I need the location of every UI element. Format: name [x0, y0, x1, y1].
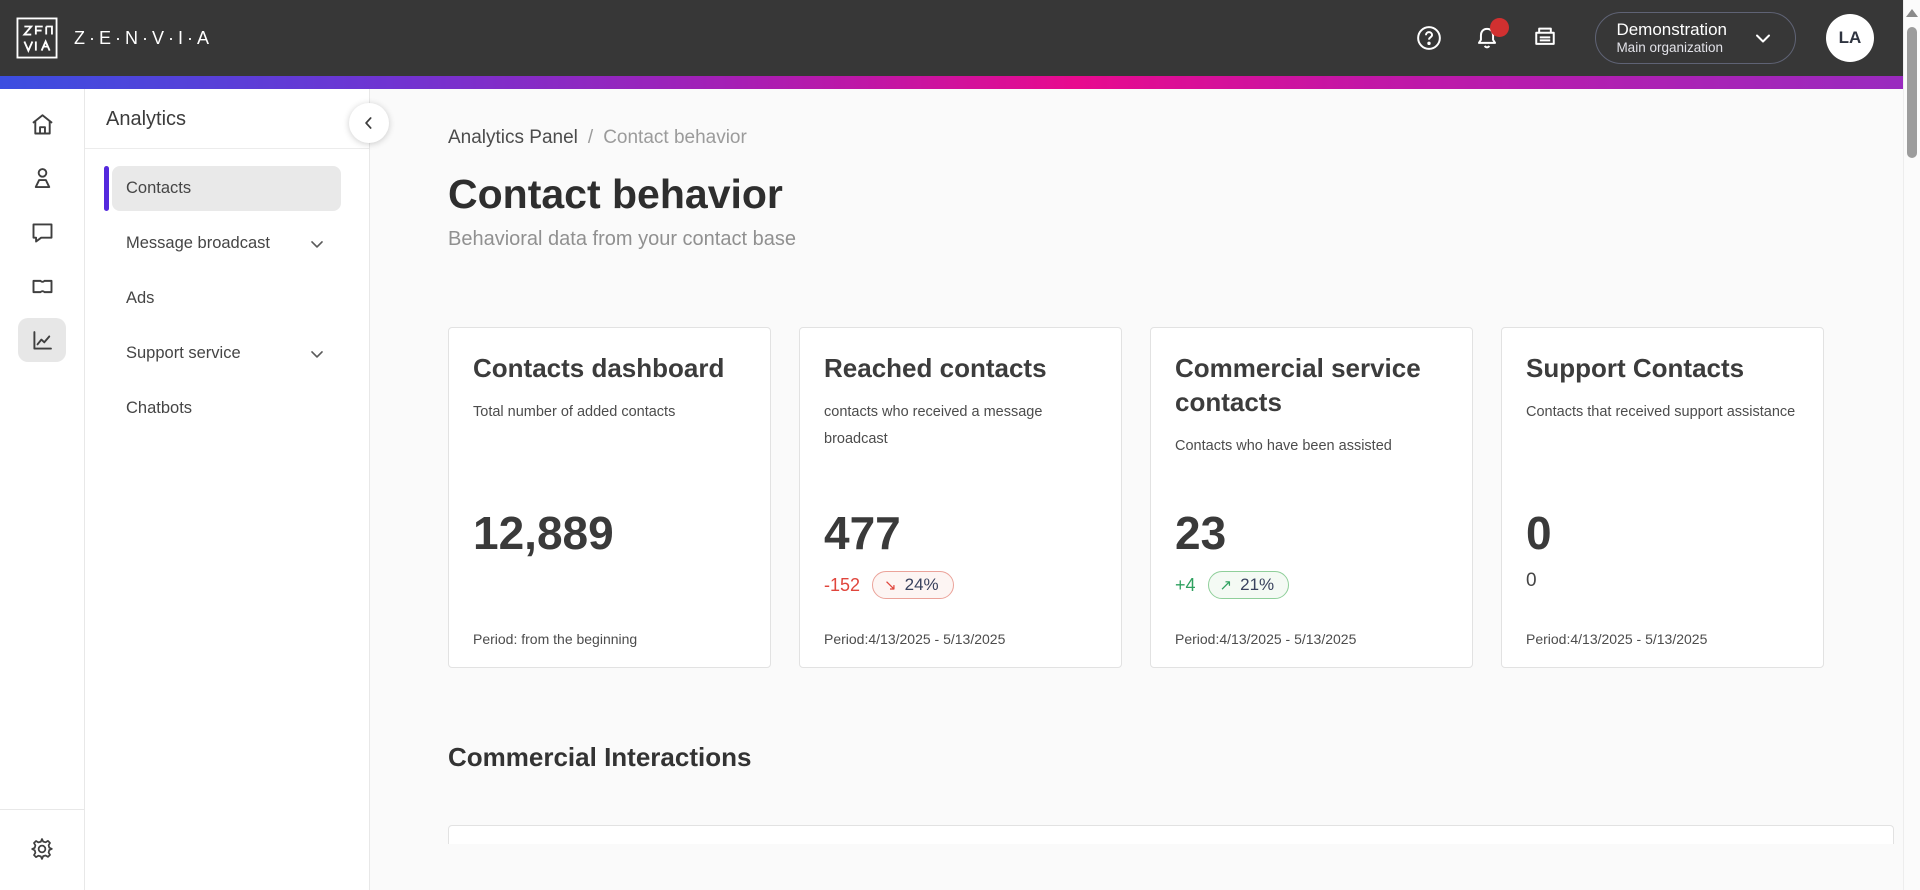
card-period: Period:4/13/2025 - 5/13/2025 [1175, 631, 1357, 647]
card-value: 0 [1526, 507, 1552, 559]
card-period: Period:4/13/2025 - 5/13/2025 [824, 631, 1006, 647]
chevron-down-icon [307, 344, 327, 364]
card-description: contacts who received a message broadcas… [824, 403, 1043, 447]
rail-item-analytics[interactable] [18, 318, 66, 362]
card-title: Commercial service contacts [1175, 353, 1421, 417]
vertical-scrollbar[interactable] [1903, 0, 1920, 890]
sidebar-item-ads[interactable]: Ads [112, 276, 341, 321]
trend-down-icon: ↘ [884, 576, 897, 594]
breadcrumb-separator: / [587, 127, 594, 148]
app-icon-rail [0, 89, 85, 890]
card-secondary-value: 0 [1526, 570, 1537, 591]
page-subtitle: Behavioral data from your contact base [448, 228, 796, 250]
card-support-contacts: Support Contacts Contacts that received … [1501, 327, 1824, 668]
zenvia-logo[interactable]: Z·E·N·V·I·A [14, 15, 213, 61]
person-icon [34, 167, 50, 188]
ticket-icon [32, 279, 52, 293]
scroll-up-arrow-icon[interactable] [1906, 9, 1918, 17]
rail-item-settings[interactable] [18, 827, 66, 871]
card-title: Contacts dashboard [473, 353, 725, 383]
line-chart-icon [32, 330, 52, 350]
breadcrumb-analytics-panel[interactable]: Analytics Panel [448, 127, 578, 148]
help-icon [1417, 26, 1442, 50]
rail-footer [0, 809, 84, 890]
printer-icon [1535, 27, 1556, 45]
sidebar-item-label: Message broadcast [126, 234, 270, 252]
breadcrumb-current: Contact behavior [603, 127, 747, 148]
notification-badge [1490, 18, 1510, 37]
print-button[interactable] [1531, 24, 1559, 52]
main-content: Analytics Panel / Contact behavior Conta… [370, 89, 1920, 890]
sidebar-item-label: Chatbots [126, 399, 193, 417]
gear-icon [31, 838, 53, 860]
sidebar-divider [85, 148, 369, 149]
notifications-button[interactable] [1473, 18, 1510, 52]
sidebar-item-message-broadcast[interactable]: Message broadcast [112, 221, 341, 266]
chevron-down-icon [307, 234, 327, 254]
organization-switcher[interactable]: Demonstration Main organization [1595, 11, 1796, 65]
trend-badge: ↗ 21% [1207, 571, 1290, 599]
kpi-cards-row: Contacts dashboard Total number of added… [448, 327, 1920, 668]
commercial-interactions-card-partial [448, 825, 1894, 844]
organization-subtitle: Main organization [1616, 40, 1724, 56]
rail-item-conversations[interactable] [18, 210, 66, 254]
sidebar-collapse-button[interactable] [349, 103, 389, 143]
card-value: 477 [824, 507, 901, 559]
logo-wordmark: Z·E·N·V·I·A [74, 27, 213, 48]
card-contacts-dashboard: Contacts dashboard Total number of added… [448, 327, 771, 668]
help-button[interactable] [1415, 24, 1443, 52]
card-period: Period:4/13/2025 - 5/13/2025 [1526, 631, 1708, 647]
card-description: Contacts that received support assistanc… [1526, 403, 1796, 420]
sidebar-item-label: Ads [126, 289, 155, 307]
sidebar-item-chatbots[interactable]: Chatbots [112, 386, 341, 431]
chevron-down-icon [1756, 34, 1770, 43]
trend-badge: ↘ 24% [872, 571, 954, 599]
brand-gradient-bar [0, 76, 1920, 89]
rail-item-ads[interactable] [18, 264, 66, 308]
topbar: Z·E·N·V·I·A Demonstrat [0, 0, 1920, 76]
card-description: Total number of added contacts [473, 403, 676, 420]
sidebar-item-label: Support service [126, 344, 241, 362]
card-period: Period: from the beginning [473, 631, 638, 647]
chevron-left-icon [365, 117, 372, 129]
zenvia-logo-icon [16, 17, 58, 59]
home-icon [31, 113, 53, 134]
card-title: Reached contacts [824, 353, 1047, 383]
rail-item-home[interactable] [18, 102, 66, 146]
card-commercial-service-contacts: Commercial service contacts Contacts who… [1150, 327, 1473, 668]
card-description: Contacts who have been assisted [1175, 437, 1392, 454]
sidebar-title: Analytics [106, 108, 187, 130]
rail-item-contacts[interactable] [18, 156, 66, 200]
scrollbar-thumb[interactable] [1907, 27, 1917, 158]
breadcrumb: Analytics Panel / Contact behavior [448, 127, 1920, 149]
sidebar-item-contacts[interactable]: Contacts [104, 166, 341, 211]
chat-bubble-icon [32, 222, 52, 242]
sidebar-item-label: Contacts [126, 179, 192, 197]
card-value: 23 [1175, 507, 1227, 559]
card-title: Support Contacts [1526, 353, 1745, 383]
section-title-commercial-interactions: Commercial Interactions [448, 742, 752, 772]
card-value: 12,889 [473, 507, 614, 559]
analytics-sidebar: Analytics Contacts Message broadcast Ads… [85, 89, 389, 890]
trend-percent: 24% [904, 575, 939, 594]
delta-value: +4 [1175, 574, 1196, 595]
trend-percent: 21% [1240, 575, 1275, 594]
organization-name: Demonstration [1616, 19, 1727, 39]
sidebar-item-support-service[interactable]: Support service [112, 331, 341, 376]
trend-up-icon: ↗ [1219, 576, 1233, 594]
page-title: Contact behavior [448, 171, 783, 217]
user-avatar[interactable]: LA [1826, 14, 1874, 62]
delta-value: -152 [824, 574, 861, 595]
card-reached-contacts: Reached contacts contacts who received a… [799, 327, 1122, 668]
